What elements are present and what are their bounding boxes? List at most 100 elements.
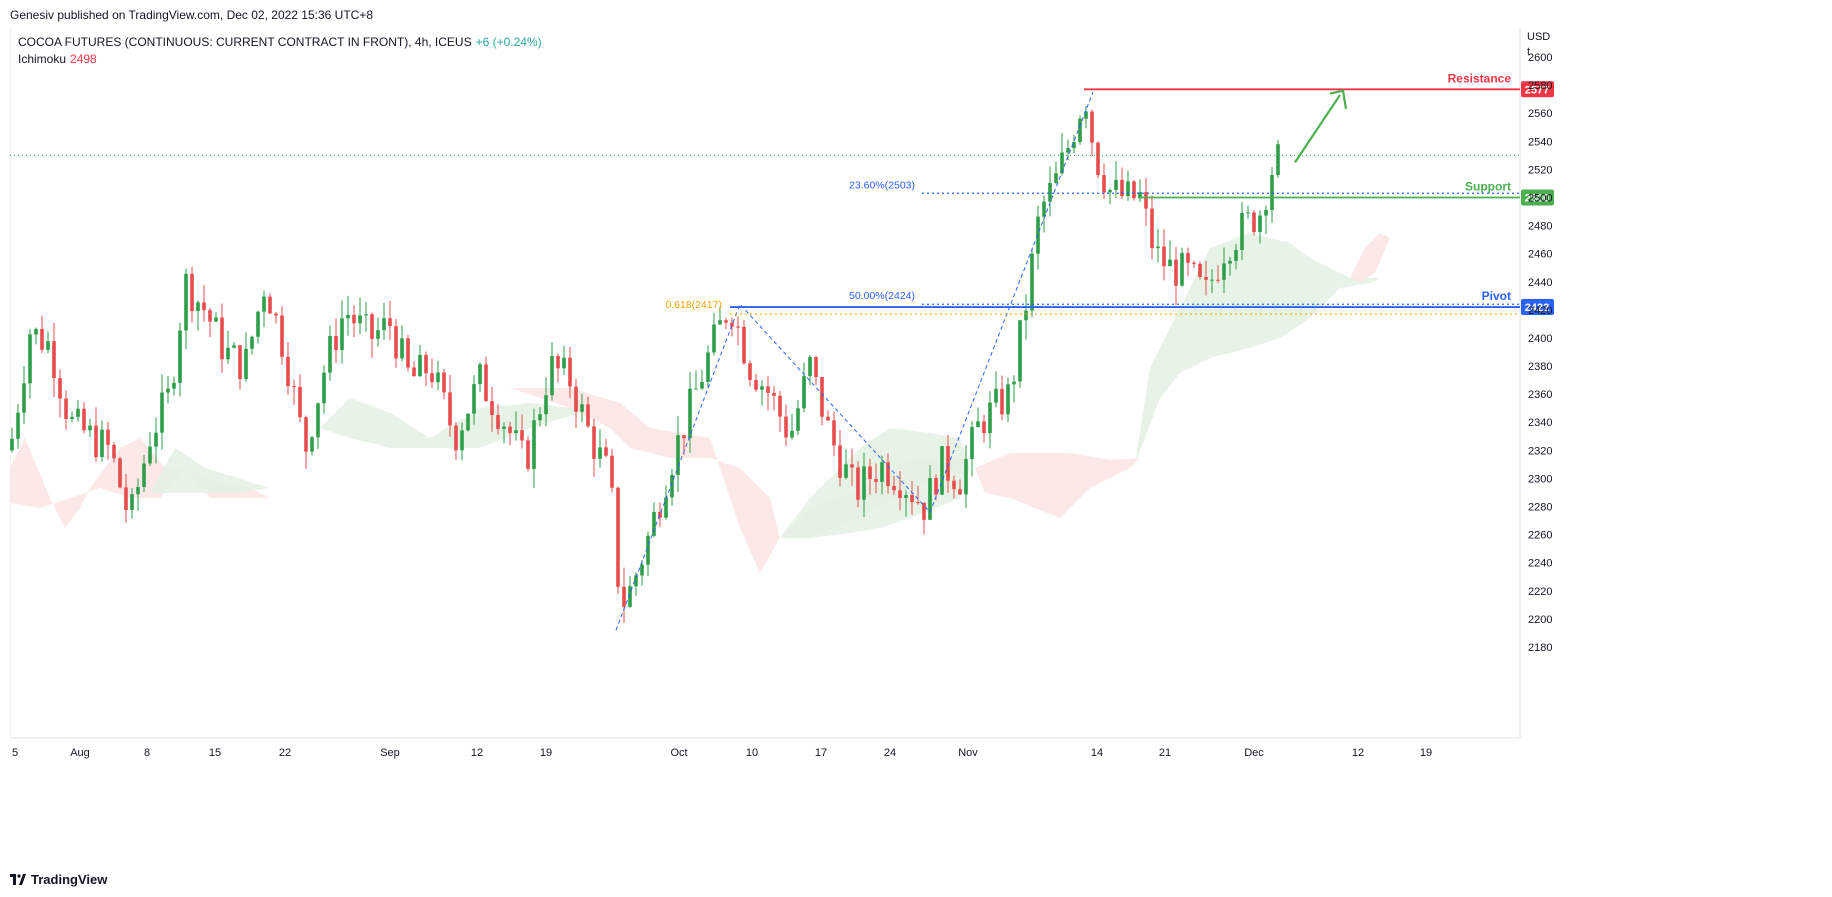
x-tick-label: 21 <box>1159 747 1171 759</box>
candle-body <box>784 416 788 438</box>
candle-body <box>358 315 362 324</box>
candle-body <box>136 487 140 495</box>
y-tick-label: 2440 <box>1528 277 1552 289</box>
candle-body <box>580 404 584 412</box>
candle-body <box>1144 192 1148 209</box>
candle-body <box>454 425 458 451</box>
y-tick-label: 2380 <box>1528 361 1552 373</box>
candle-body <box>304 417 308 452</box>
candle-body <box>88 425 92 431</box>
candle-body <box>214 317 218 322</box>
candle-body <box>208 310 212 322</box>
pivot-label: Pivot <box>1482 289 1511 303</box>
y-tick-label: 2500 <box>1528 192 1552 204</box>
candle-body <box>520 430 524 441</box>
x-tick-label: Oct <box>670 747 687 759</box>
tradingview-logo[interactable]: TradingView <box>10 872 107 887</box>
candle-body <box>988 402 992 434</box>
symbol-title: COCOA FUTURES (CONTINUOUS: CURRENT CONTR… <box>18 35 472 49</box>
candle-body <box>490 401 494 415</box>
candle-body <box>832 420 836 446</box>
candle-body <box>52 341 56 379</box>
x-tick-label: 10 <box>746 747 758 759</box>
candle-body <box>286 356 290 387</box>
footer: TradingView <box>10 868 410 897</box>
chart-canvas[interactable]: 23.60%(2503) 50.00%(2424) 0.618(2417) Resis… <box>10 28 1832 868</box>
candle-body <box>220 317 224 360</box>
candle-body <box>1138 192 1142 199</box>
candle-body <box>166 388 170 393</box>
candle-body <box>472 384 476 414</box>
x-tick-label: 14 <box>1091 747 1103 759</box>
candle-body <box>1048 182 1052 202</box>
indicator-name[interactable]: Ichimoku <box>18 52 67 66</box>
axes: USD t 2180 2200 2220 2240 2260 2280 2300 2320 2340… <box>12 31 1552 759</box>
candle-body <box>790 430 794 438</box>
candle-body <box>502 426 506 429</box>
candle-body <box>142 463 146 488</box>
candle-body <box>1000 388 1004 415</box>
candle-body <box>70 416 74 420</box>
candle-body <box>124 487 128 510</box>
y-tick-label: 2420 <box>1528 305 1552 317</box>
candle-body <box>1168 259 1172 267</box>
axis-currency: USD <box>1527 31 1550 43</box>
candle-body <box>1156 246 1160 249</box>
chart-frame[interactable]: 23.60%(2503) 50.00%(2424) 0.618(2417) Resis… <box>10 28 1832 868</box>
x-tick-label: 8 <box>144 747 150 759</box>
candle-body <box>1012 381 1016 385</box>
candle-body <box>874 478 878 482</box>
candle-body <box>538 414 542 421</box>
candles <box>10 106 1280 623</box>
candle-body <box>1210 279 1214 281</box>
candle-body <box>736 326 740 328</box>
fib-label: 50.00%(2424) <box>849 290 915 302</box>
candle-body <box>700 381 704 389</box>
candle-body <box>484 364 488 402</box>
price-change: +6 (+0.24%) <box>475 35 542 49</box>
y-tick-label: 2460 <box>1528 249 1552 261</box>
x-tick-label: 15 <box>209 747 221 759</box>
candle-body <box>1078 118 1082 142</box>
y-tick-label: 2560 <box>1528 108 1552 120</box>
candle-body <box>826 416 830 421</box>
candle-body <box>904 495 908 498</box>
candle-body <box>160 392 164 433</box>
candle-body <box>106 429 110 445</box>
resistance-label: Resistance <box>1448 71 1512 85</box>
candle-body <box>418 354 422 377</box>
candle-body <box>940 446 944 495</box>
candle-body <box>112 444 116 459</box>
plot-area <box>10 28 1520 738</box>
candle-body <box>1276 144 1280 176</box>
x-tick-label: 17 <box>815 747 827 759</box>
cloud-segment <box>1350 233 1390 283</box>
candle-body <box>766 386 770 393</box>
candle-body <box>958 489 962 495</box>
candle-body <box>880 462 884 482</box>
candle-body <box>346 314 350 319</box>
y-tick-label: 2520 <box>1528 164 1552 176</box>
candle-body <box>430 373 434 383</box>
candle-body <box>34 328 38 335</box>
candle-body <box>850 464 854 468</box>
candle-body <box>1186 252 1190 263</box>
candle-body <box>652 511 656 536</box>
candle-body <box>190 273 194 311</box>
candle-body <box>130 494 134 510</box>
candle-body <box>310 437 314 452</box>
candle-body <box>118 458 122 488</box>
candle-body <box>322 372 326 404</box>
candle-body <box>844 464 848 478</box>
candle-body <box>256 311 260 337</box>
candle-body <box>1090 111 1094 143</box>
candle-body <box>1120 179 1124 197</box>
y-tick-label: 2480 <box>1528 221 1552 233</box>
candle-body <box>268 296 272 314</box>
candle-body <box>46 341 50 350</box>
candle-body <box>1096 142 1100 176</box>
cloud-segment <box>320 398 580 448</box>
candle-body <box>532 420 536 469</box>
candle-body <box>868 466 872 479</box>
cloud-segment <box>510 388 970 573</box>
